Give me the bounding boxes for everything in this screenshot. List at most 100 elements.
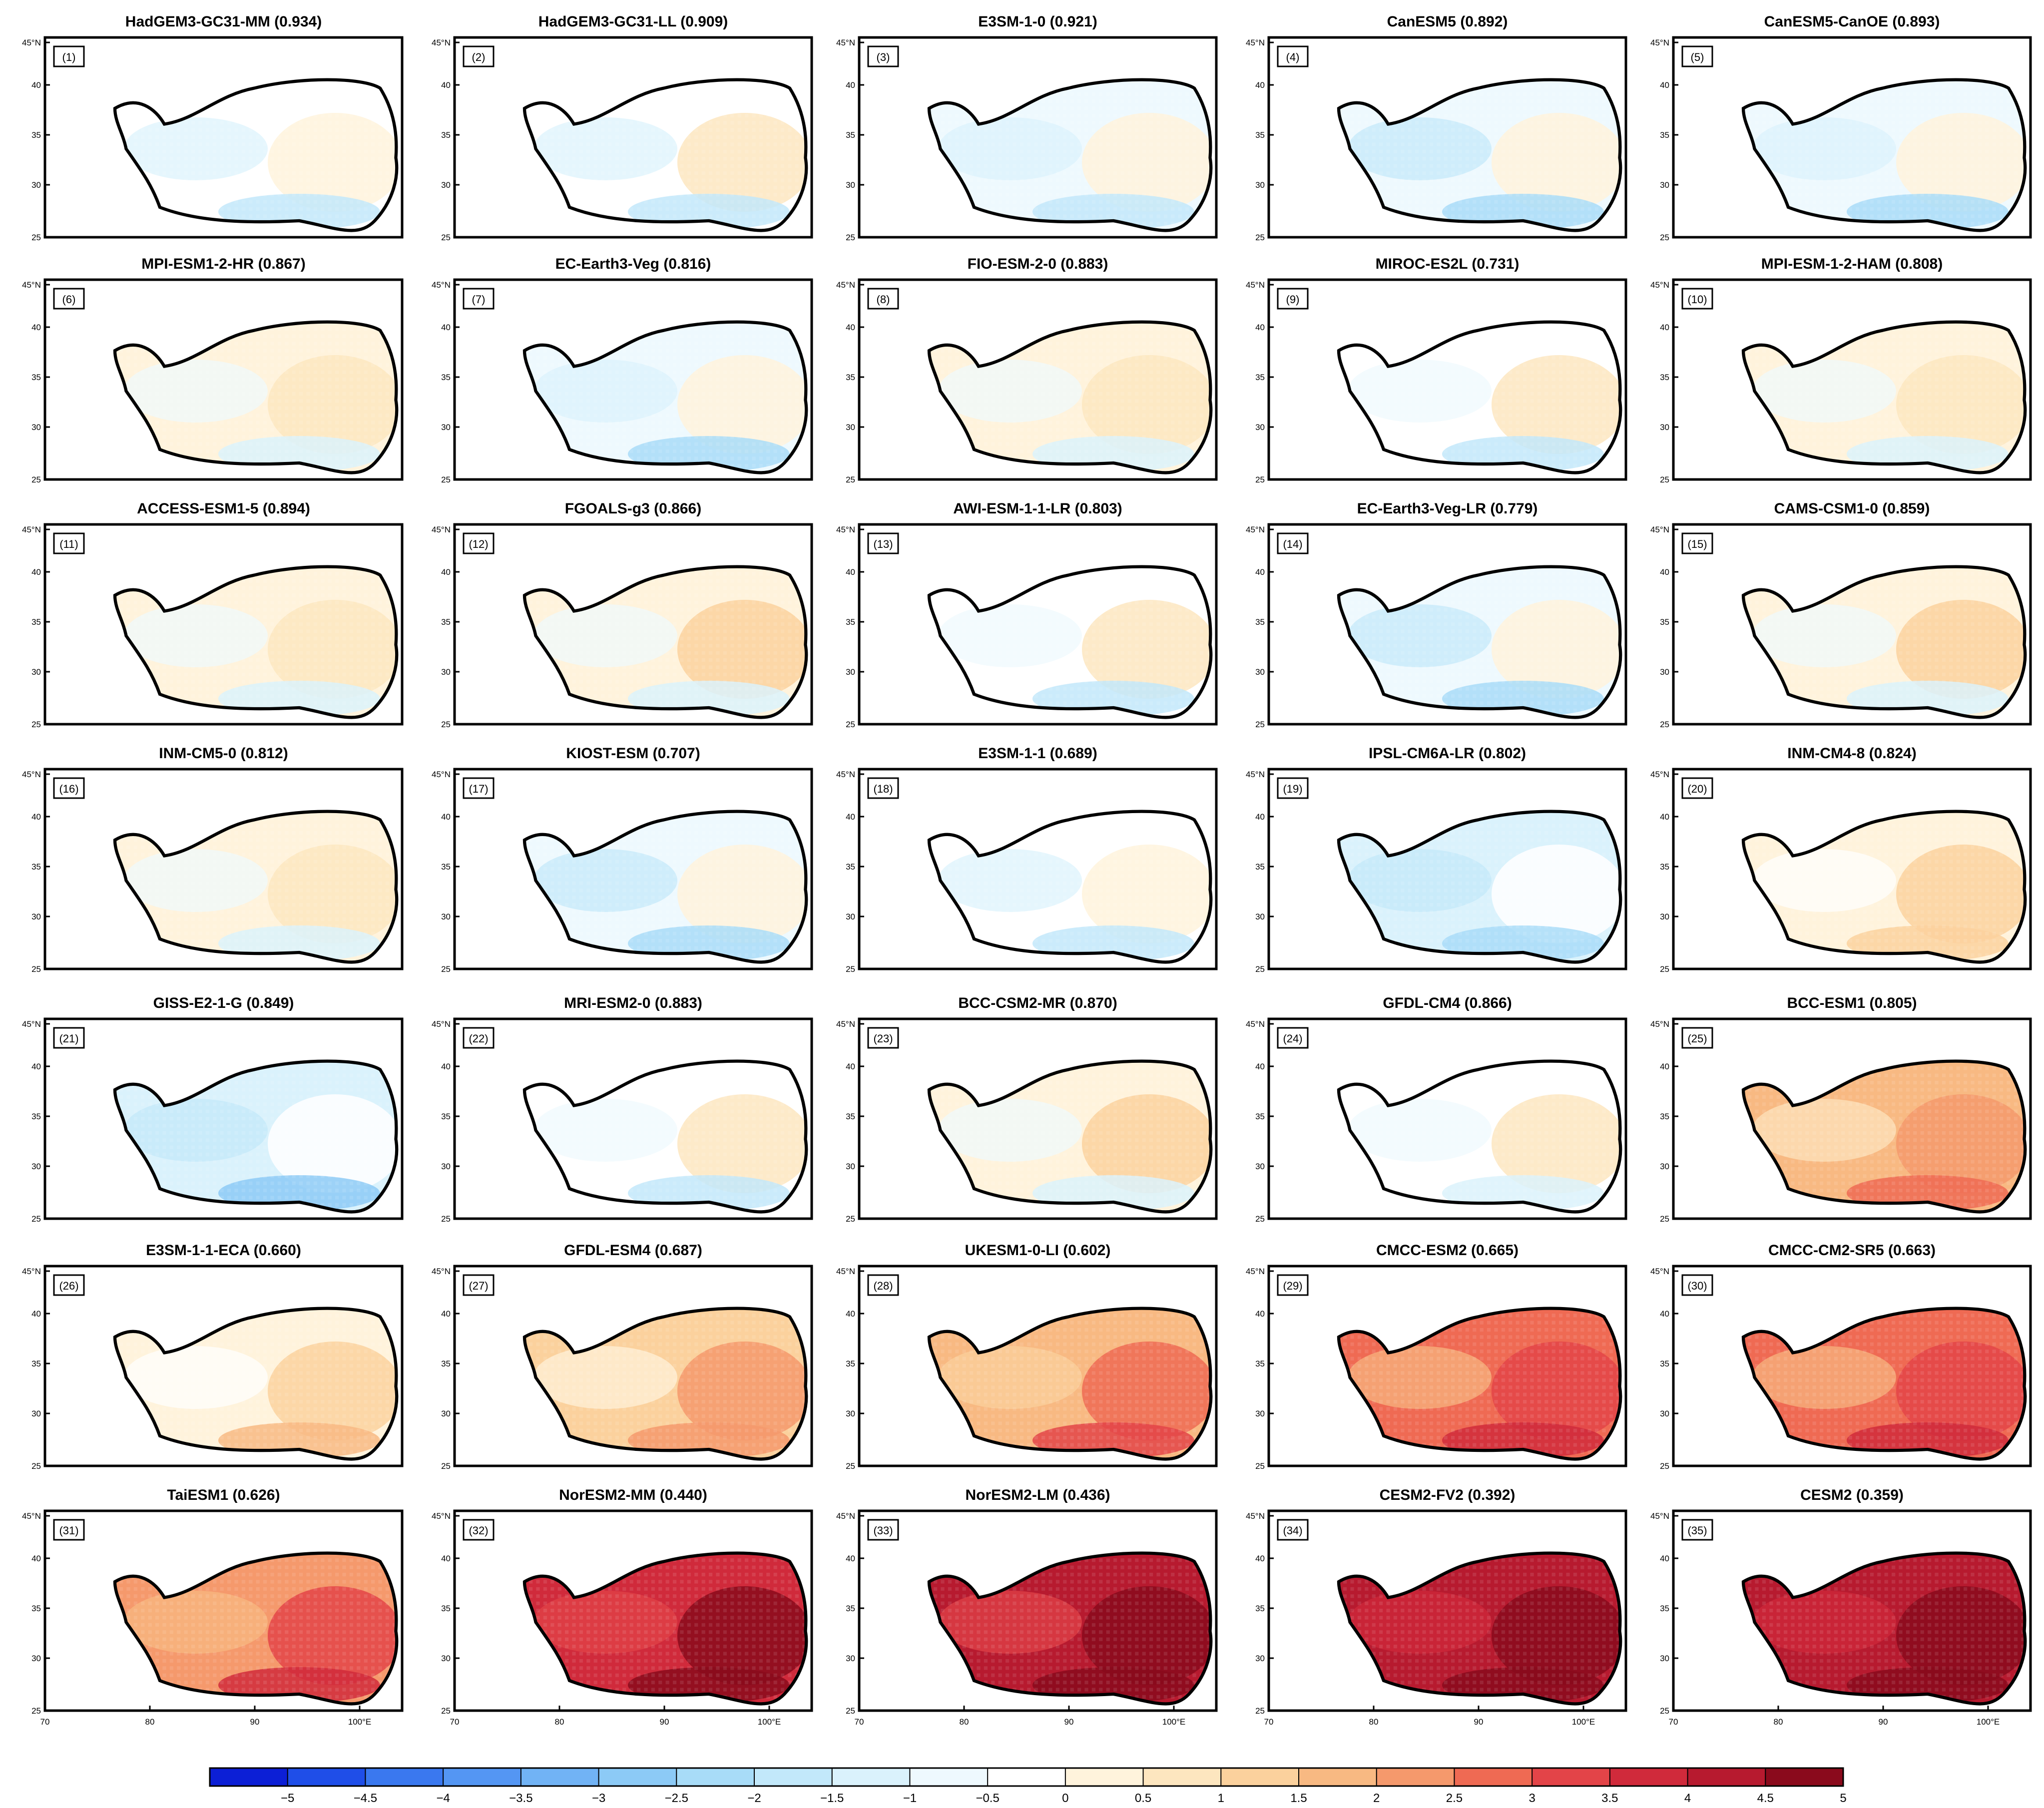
tibetan-plateau-region (1741, 1059, 2027, 1214)
panel-index-box (1681, 1027, 1713, 1049)
latitude-label: 25 (1255, 1461, 1265, 1471)
map-panel: CanESM5-CanOE (0.893) (5) 45°N 40 35 30 25 (1650, 13, 2032, 242)
latitude-label: 45°N (432, 280, 451, 290)
panel-index-box (53, 532, 85, 554)
latitude-label: 25 (1660, 1214, 1669, 1224)
latitude-label: 25 (1255, 720, 1265, 729)
latitude-label: 25 (31, 964, 41, 974)
tibetan-plateau-region (1741, 1307, 2027, 1461)
panel-index: (23) (873, 1032, 893, 1045)
longitude-label: 90 (1064, 1717, 1074, 1727)
latitude-label: 25 (31, 1214, 41, 1224)
longitude-label: 90 (1474, 1717, 1484, 1727)
tibetan-plateau-region (1337, 1059, 1622, 1214)
panel-title: CanESM5-CanOE (0.893) (1764, 13, 1940, 30)
latitude-label: 40 (1660, 80, 1669, 90)
latitude-label: 35 (1660, 862, 1669, 872)
panel-index: (6) (62, 293, 76, 306)
map-panel: AWI-ESM-1-1-LR (0.803) (13) 45°N 40 35 30 25 (836, 500, 1218, 729)
colorbar-swatch (910, 1768, 988, 1786)
latitude-label: 40 (846, 323, 855, 332)
colorbar-swatch (1065, 1768, 1144, 1786)
panel-index-box (867, 532, 899, 554)
panel-index-box (867, 777, 899, 799)
panel-index-box (1681, 1274, 1713, 1296)
colorbar-outline (209, 1767, 1844, 1787)
latitude-label: 45°N (836, 770, 855, 779)
latitude-label: 30 (1660, 1654, 1669, 1663)
map-panel: UKESM1-0-LI (0.602) (28) 45°N 40 35 30 25 (836, 1242, 1218, 1471)
panel-index-box (463, 1274, 495, 1296)
panel-index-box (867, 45, 899, 67)
latitude-label: 35 (441, 617, 451, 627)
latitude-label: 30 (31, 1409, 41, 1418)
map-panel: E3SM-1-0 (0.921) (3) 45°N 40 35 30 25 (836, 13, 1218, 242)
panel-index: (33) (873, 1524, 893, 1537)
latitude-label: 45°N (836, 280, 855, 290)
latitude-label: 40 (31, 1062, 41, 1071)
panel-index: (18) (873, 783, 893, 795)
latitude-label: 40 (1255, 567, 1265, 577)
colorbar-swatch (676, 1768, 755, 1786)
map-panel: FIO-ESM-2-0 (0.883) (8) 45°N 40 35 30 25 (836, 256, 1218, 484)
latitude-label: 35 (441, 1359, 451, 1368)
latitude-label: 25 (1255, 964, 1265, 974)
latitude-label: 35 (31, 1604, 41, 1613)
latitude-label: 35 (1255, 1112, 1265, 1121)
latitude-label: 45°N (1246, 38, 1265, 47)
latitude-label: 30 (441, 423, 451, 432)
panel-index: (32) (469, 1524, 488, 1537)
latitude-label: 25 (1255, 475, 1265, 484)
latitude-label: 40 (441, 1554, 451, 1563)
latitude-label: 35 (1255, 1604, 1265, 1613)
panel-title: CMCC-ESM2 (0.665) (1376, 1242, 1519, 1259)
panel-title: E3SM-1-1-ECA (0.660) (146, 1242, 301, 1259)
latitude-label: 25 (1660, 475, 1669, 484)
latitude-label: 25 (441, 964, 451, 974)
longitude-label: 80 (1369, 1717, 1379, 1727)
longitude-label: 70 (1669, 1717, 1678, 1727)
latitude-label: 30 (441, 1654, 451, 1663)
panel-index: (22) (469, 1032, 488, 1045)
panel-title: KIOST-ESM (0.707) (566, 745, 700, 762)
longitude-label: 80 (1774, 1717, 1783, 1727)
map-panel: IPSL-CM6A-LR (0.802) (19) 45°N 40 35 30 25 (1246, 745, 1627, 974)
panel-index-box (53, 1274, 85, 1296)
latitude-label: 35 (1255, 617, 1265, 627)
latitude-label: 45°N (1246, 1019, 1265, 1029)
latitude-label: 35 (31, 617, 41, 627)
panel-index-box (53, 288, 85, 310)
panel-index-box (53, 1027, 85, 1049)
panel-index-box (867, 1027, 899, 1049)
latitude-label: 40 (846, 1309, 855, 1319)
map-panel: EC-Earth3-Veg-LR (0.779) (14) 45°N 40 35 30 25 (1246, 500, 1627, 729)
latitude-label: 40 (1660, 1062, 1669, 1071)
panel-index: (30) (1687, 1280, 1707, 1292)
map-panel: FGOALS-g3 (0.866) (12) 45°N 40 35 30 25 (432, 500, 813, 729)
latitude-label: 45°N (432, 38, 451, 47)
tibetan-plateau-region (927, 810, 1213, 964)
latitude-label: 30 (1660, 1162, 1669, 1171)
latitude-label: 40 (441, 812, 451, 822)
latitude-label: 25 (846, 1214, 855, 1224)
colorbar-tick-label: 3.5 (1601, 1792, 1618, 1805)
latitude-label: 25 (441, 233, 451, 242)
colorbar-tick-label: 5 (1840, 1792, 1846, 1805)
colorbar-swatch (1221, 1768, 1299, 1786)
map-panel: CMCC-CM2-SR5 (0.663) (30) 45°N 40 35 30 25 (1650, 1242, 2032, 1471)
panel-index-box (463, 532, 495, 554)
latitude-label: 25 (1255, 233, 1265, 242)
longitude-label: 70 (1264, 1717, 1274, 1727)
panel-index: (12) (469, 538, 488, 550)
latitude-label: 40 (1660, 567, 1669, 577)
panel-title: INM-CM5-0 (0.812) (159, 745, 288, 762)
latitude-label: 40 (1255, 323, 1265, 332)
latitude-label: 35 (31, 1112, 41, 1121)
latitude-label: 35 (846, 1604, 855, 1613)
latitude-label: 30 (441, 180, 451, 190)
map-panel: EC-Earth3-Veg (0.816) (7) 45°N 40 35 30 25 (432, 256, 813, 484)
latitude-label: 45°N (1246, 280, 1265, 290)
colorbar-swatch (832, 1768, 910, 1786)
